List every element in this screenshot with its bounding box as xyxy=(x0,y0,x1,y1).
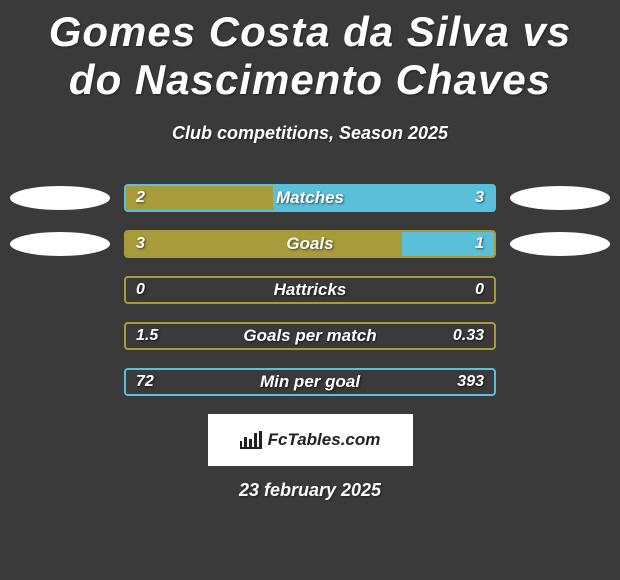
stat-value-right: 393 xyxy=(457,373,484,391)
badge-spacer xyxy=(10,324,110,348)
subtitle: Club competitions, Season 2025 xyxy=(0,123,620,144)
stat-bar: 0 Hattricks 0 xyxy=(124,276,496,304)
team-badge-right xyxy=(510,186,610,210)
bar-fill-left xyxy=(126,232,402,256)
bar-fill-left xyxy=(126,186,273,210)
stat-value-right: 0.33 xyxy=(453,327,484,345)
stat-label: Min per goal xyxy=(260,372,360,392)
badge-spacer xyxy=(10,278,110,302)
stats-list: 2 Matches 3 3 Goals 1 0 Hattricks 0 1.5 Goals per … xyxy=(0,184,620,396)
badge-spacer xyxy=(510,324,610,348)
logo-text: FcTables.com xyxy=(268,430,381,450)
stat-value-left: 0 xyxy=(136,281,145,299)
stat-label: Goals per match xyxy=(243,326,376,346)
stat-label: Hattricks xyxy=(274,280,347,300)
badge-spacer xyxy=(510,370,610,394)
stat-value-right: 1 xyxy=(475,235,484,253)
stat-value-left: 72 xyxy=(136,373,154,391)
stat-bar: 3 Goals 1 xyxy=(124,230,496,258)
stat-bar: 72 Min per goal 393 xyxy=(124,368,496,396)
stat-row: 3 Goals 1 xyxy=(10,230,610,258)
badge-spacer xyxy=(510,278,610,302)
stat-row: 1.5 Goals per match 0.33 xyxy=(10,322,610,350)
stat-value-left: 1.5 xyxy=(136,327,158,345)
stat-bar: 2 Matches 3 xyxy=(124,184,496,212)
stat-label: Goals xyxy=(286,234,333,254)
stat-value-left: 2 xyxy=(136,189,145,207)
logo-box[interactable]: FcTables.com xyxy=(208,414,413,466)
team-badge-right xyxy=(510,232,610,256)
stat-label: Matches xyxy=(276,188,344,208)
stat-row: 0 Hattricks 0 xyxy=(10,276,610,304)
stat-row: 72 Min per goal 393 xyxy=(10,368,610,396)
chart-icon xyxy=(240,431,262,449)
team-badge-left xyxy=(10,186,110,210)
stat-value-right: 0 xyxy=(475,281,484,299)
stat-value-left: 3 xyxy=(136,235,145,253)
team-badge-left xyxy=(10,232,110,256)
stat-row: 2 Matches 3 xyxy=(10,184,610,212)
stat-value-right: 3 xyxy=(475,189,484,207)
stat-bar: 1.5 Goals per match 0.33 xyxy=(124,322,496,350)
comparison-widget: Gomes Costa da Silva vs do Nascimento Ch… xyxy=(0,0,620,501)
page-title: Gomes Costa da Silva vs do Nascimento Ch… xyxy=(0,8,620,105)
badge-spacer xyxy=(10,370,110,394)
date-label: 23 february 2025 xyxy=(0,480,620,501)
